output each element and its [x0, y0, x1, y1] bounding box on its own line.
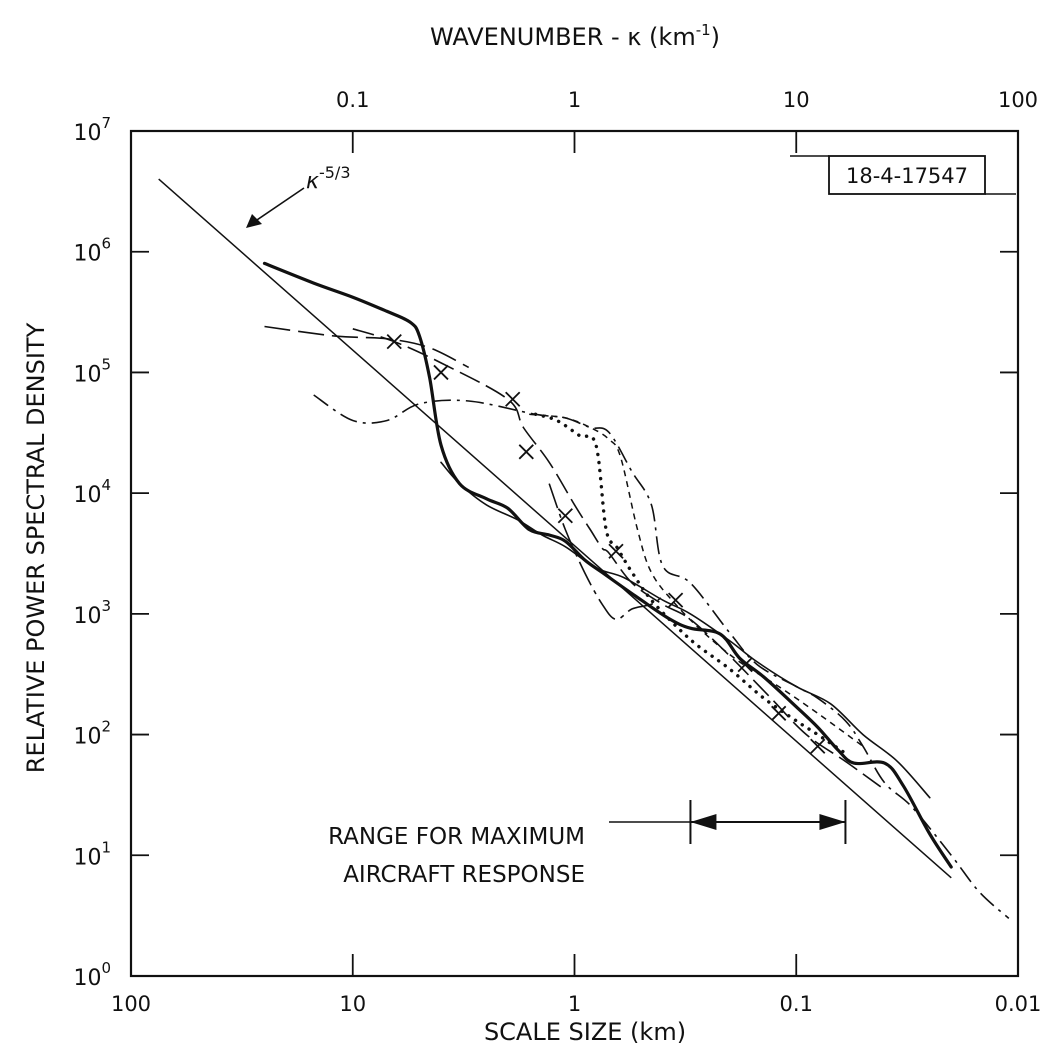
series-line-dash-x [352, 328, 885, 791]
x-top-axis-label: WAVENUMBER - κ (km-1) [430, 21, 720, 51]
figure-id: 18-4-17547 [846, 164, 968, 188]
series-line-dash-dot [313, 394, 1010, 919]
x-marker [667, 592, 684, 608]
series-line-solid-heavy [262, 261, 953, 869]
reference-label-arrow [253, 187, 305, 223]
data-series [262, 261, 1010, 919]
x-marker [505, 391, 521, 407]
y-tick-label: 103 [73, 597, 111, 629]
figure-id-box: 18-4-17547 [790, 155, 1016, 195]
y-tick-label: 107 [73, 114, 111, 146]
series-line-long-dash [264, 325, 470, 369]
x-bottom-tick-label: 0.01 [995, 992, 1042, 1016]
reference-line-label: κ-5/3 [306, 163, 351, 194]
x-top-tick-label: 10 [783, 88, 810, 112]
x-top-tick-label: 0.1 [336, 88, 369, 112]
y-tick-label: 100 [73, 959, 111, 991]
range-annotation: RANGE FOR MAXIMUM AIRCRAFT RESPONSE [328, 800, 847, 888]
y-tick-label: 105 [73, 355, 111, 387]
series-line-dotted [533, 412, 848, 755]
x-bottom-tick-label: 10 [339, 992, 366, 1016]
reference-kappa-line [158, 178, 952, 879]
y-tick-label: 101 [73, 838, 111, 870]
series-line-solid-thin [440, 461, 931, 799]
range-arrowhead-left [690, 814, 717, 830]
y-tick-label: 104 [73, 476, 111, 508]
series-line-short-dash [529, 413, 864, 747]
series-line-long-dash-dot [548, 483, 664, 621]
x-marker [518, 444, 534, 460]
x-bottom-tick-label: 1 [568, 992, 581, 1016]
x-top-tick-label: 100 [998, 88, 1038, 112]
reference-line-annotation: κ-5/3 [246, 163, 351, 228]
y-tick-label: 102 [73, 718, 111, 750]
y-tick-label: 106 [73, 235, 111, 267]
x-top-tick-label: 1 [568, 88, 581, 112]
reference-label-arrowhead [246, 214, 262, 228]
range-label-line1: RANGE FOR MAXIMUM [328, 824, 585, 850]
x-marker [557, 508, 573, 524]
x-marker [433, 364, 449, 381]
x-bottom-tick-label: 0.1 [780, 992, 813, 1016]
x-bottom-tick-label: 100 [111, 992, 151, 1016]
x-marker [386, 333, 402, 350]
y-axis-label: RELATIVE POWER SPECTRAL DENSITY [22, 322, 50, 773]
x-bottom-axis-label: SCALE SIZE (km) [484, 1018, 686, 1046]
axis-ticks: 100 10 1 0.1 0.010.1 1 10 100100101102103104105… [73, 88, 1041, 1016]
range-arrowhead-right [819, 814, 846, 830]
range-label-line2: AIRCRAFT RESPONSE [343, 862, 585, 888]
x-marker [771, 705, 787, 721]
x-marker [810, 738, 826, 754]
